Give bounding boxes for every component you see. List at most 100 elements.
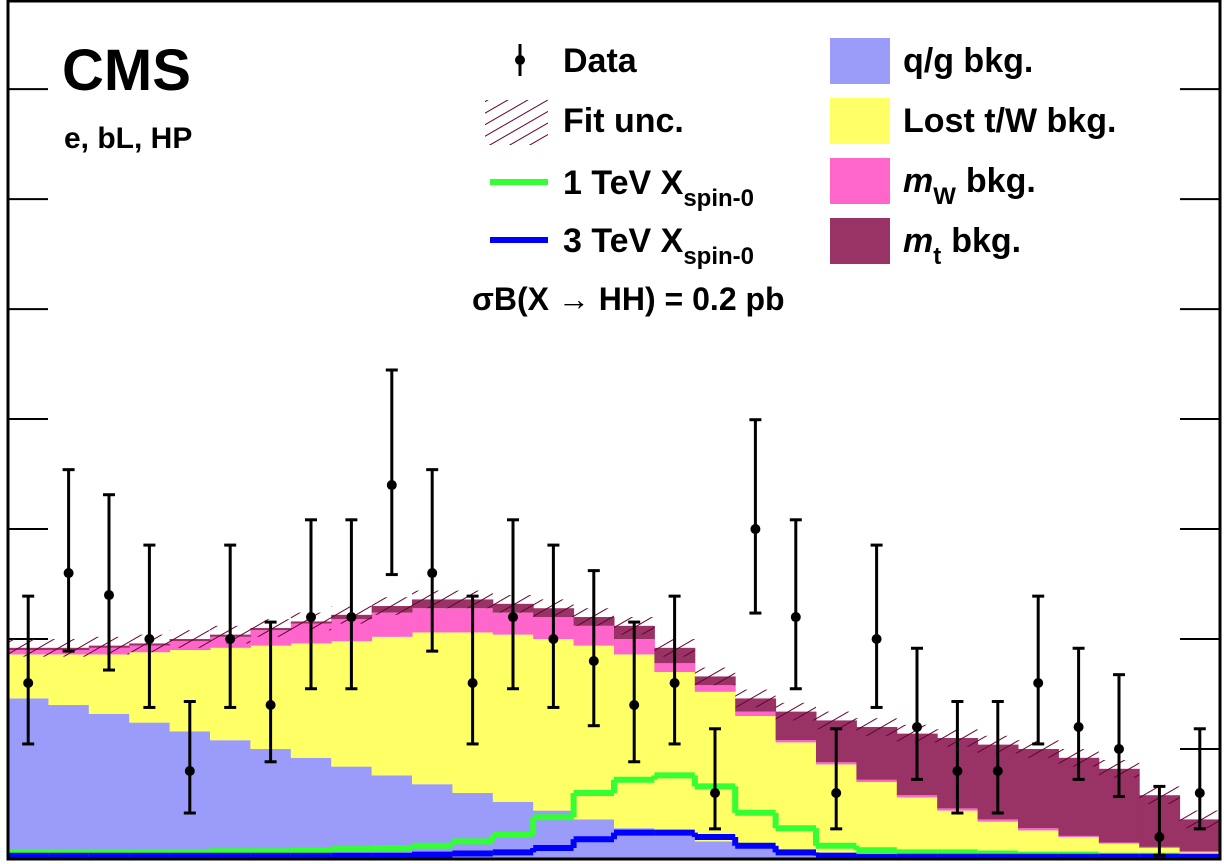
legend-label: mt bkg. [903,222,1021,270]
data-point [265,700,276,711]
legend-hatch [485,100,548,145]
stack-bar [48,705,90,859]
legend-subscript: t [933,243,941,270]
stack-bar [775,742,817,851]
data-point [871,634,882,645]
data-point [144,634,155,645]
legend-text: m [903,162,933,200]
stack-bar [371,636,413,776]
data-point [831,788,842,799]
fit-uncertainty-band [694,667,736,686]
stack-bar [371,612,413,637]
stack-bar [1098,842,1140,844]
channel-label: e, bL, HP [64,122,192,155]
data-point [1194,788,1205,799]
data-point [184,766,195,777]
stack-bar [412,632,453,785]
stack-bar [210,740,251,859]
legend-swatch [830,218,890,264]
stack-bar [452,793,494,859]
stack-bar [735,845,777,859]
data-point [1073,722,1084,733]
stack-bar [88,713,130,859]
legend-swatch [830,158,890,204]
data-point [952,766,963,777]
stack-bar [331,766,373,859]
fit-uncertainty-band [856,718,897,736]
stack-bar [48,654,90,706]
legend-subscript: spin-0 [683,185,754,212]
data-point [710,788,720,799]
legend-label: Lost t/W bkg. [903,102,1116,140]
data-point [548,634,559,645]
data-point [588,656,599,667]
stack-bar [694,841,736,859]
data-point [346,612,357,623]
stack-bar [1058,835,1100,838]
data-point [427,568,438,579]
legend-suffix: bkg. [966,162,1036,200]
experiment-label: CMS [62,38,191,103]
legend-text: 3 TeV X [563,222,684,260]
legend-subscript: W [933,183,956,210]
legend-text: Fit unc. [563,102,684,140]
legend-text: Data [563,42,638,80]
stack-bar [290,757,332,859]
legend-label: q/g bkg. [903,42,1033,80]
legend-subscript: spin-0 [683,243,754,270]
frame [6,0,1222,861]
data-point [63,568,74,579]
legend-label: mW bkg. [903,162,1036,210]
legend-swatch [830,98,890,144]
legend-text: m [903,222,933,260]
data-point [669,678,680,689]
data-point [467,678,478,689]
stack-bar [654,834,696,859]
legend-marker [515,55,525,65]
data-point [629,700,640,711]
stack-bar [129,722,171,859]
data-point [306,612,316,623]
stack-bar [735,711,777,717]
stack-bar [1018,828,1059,831]
legend-label: 1 TeV Xspin-0 [563,164,754,212]
stack-bar [250,749,292,859]
stack-bar [1018,749,1059,829]
stack-bar [1179,851,1221,853]
data-point [23,678,34,689]
fit-uncertainty-band [816,711,857,730]
data-point [790,612,801,623]
legend-suffix: bkg. [951,222,1021,260]
legend-text: q/g bkg. [903,42,1033,80]
stack-bar [856,779,898,783]
cross-section-label: σB(X → HH) = 0.2 pb [472,281,785,317]
fit-uncertainty-band [371,597,412,615]
data-point [750,524,761,535]
stack-bar [735,716,777,846]
legend-label: Data [563,42,638,80]
fit-uncertainty-band [775,702,816,721]
stack-bar [775,740,817,743]
data-point [104,590,114,601]
stack-bar [977,819,1019,822]
legend-label: Fit unc. [563,102,684,140]
data-point [386,480,397,491]
data-point [1033,678,1044,689]
data-point [1154,832,1165,843]
data-point [1114,744,1124,755]
stack-bar [896,797,938,856]
legend-label: 3 TeV Xspin-0 [563,222,754,270]
fit-uncertainty-band [735,689,776,708]
legend-text: 1 TeV X [563,164,684,202]
fit-uncertainty-band [169,630,210,648]
data-point [992,766,1003,777]
stack-bar [694,685,736,692]
plot-area [8,88,1221,860]
fit-uncertainty-band [1018,740,1059,758]
legend-swatch [830,38,890,84]
stack-bar [937,810,979,857]
data-point [912,722,922,733]
data-point [508,612,518,623]
